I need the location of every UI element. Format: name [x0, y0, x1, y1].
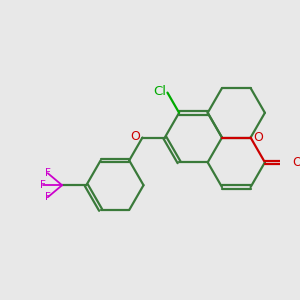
- Text: O: O: [292, 156, 300, 169]
- Text: Cl: Cl: [153, 85, 166, 98]
- Text: F: F: [45, 168, 51, 178]
- Text: O: O: [130, 130, 140, 143]
- Text: F: F: [45, 192, 51, 202]
- Text: F: F: [40, 180, 46, 190]
- Text: O: O: [253, 131, 263, 144]
